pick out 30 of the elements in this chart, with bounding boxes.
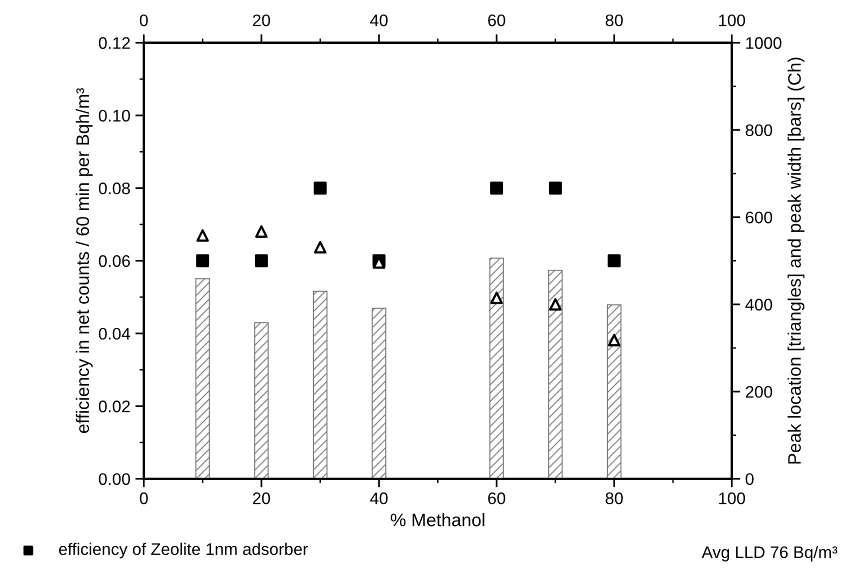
y-tick-label: 0.00 <box>98 473 130 486</box>
y-tick-label: 0.08 <box>98 182 130 194</box>
x2-tick-label: 20 <box>252 14 270 26</box>
y-axis-title: efficiency in net counts / 60 min per Bqh/m³ <box>76 88 93 433</box>
x2-tick-label: 100 <box>719 14 746 26</box>
x-axis-title: % Methanol <box>390 513 484 526</box>
y-tick-label: 0.10 <box>98 110 130 122</box>
x-tick-label: 80 <box>606 492 623 504</box>
x2-tick-label: 0 <box>140 14 148 26</box>
x2-tick-label: 60 <box>488 14 506 26</box>
x2-tick-label: 80 <box>606 14 623 26</box>
y2-tick-label: 600 <box>746 212 772 224</box>
y-tick-label: 0.12 <box>98 37 130 49</box>
x2-tick-label: 40 <box>370 14 388 26</box>
y2-tick-label: 400 <box>745 298 772 311</box>
x-tick-label: 100 <box>719 492 746 504</box>
y-tick-label: 0.06 <box>98 255 130 267</box>
x-tick-label: 0 <box>140 492 148 504</box>
y2-tick-label: 1000 <box>746 37 782 49</box>
y2-axis-title: Peak location [triangles] and peak width [bars] (Ch) <box>788 58 804 464</box>
text: Avg LLD 76 Bq/m³ <box>702 546 838 562</box>
y2-tick-label: 0 <box>746 473 754 486</box>
x-tick-label: 60 <box>488 492 506 504</box>
y2-tick-label: 200 <box>746 386 772 398</box>
legend-label: efficiency of Zeolite 1nm adsorber <box>59 542 308 558</box>
y-tick-label: 0.02 <box>98 400 130 412</box>
x-tick-label: 40 <box>370 492 388 504</box>
y-tick-label: 0.04 <box>98 328 130 340</box>
x-tick-label: 20 <box>252 492 270 504</box>
y2-tick-label: 800 <box>746 124 772 136</box>
